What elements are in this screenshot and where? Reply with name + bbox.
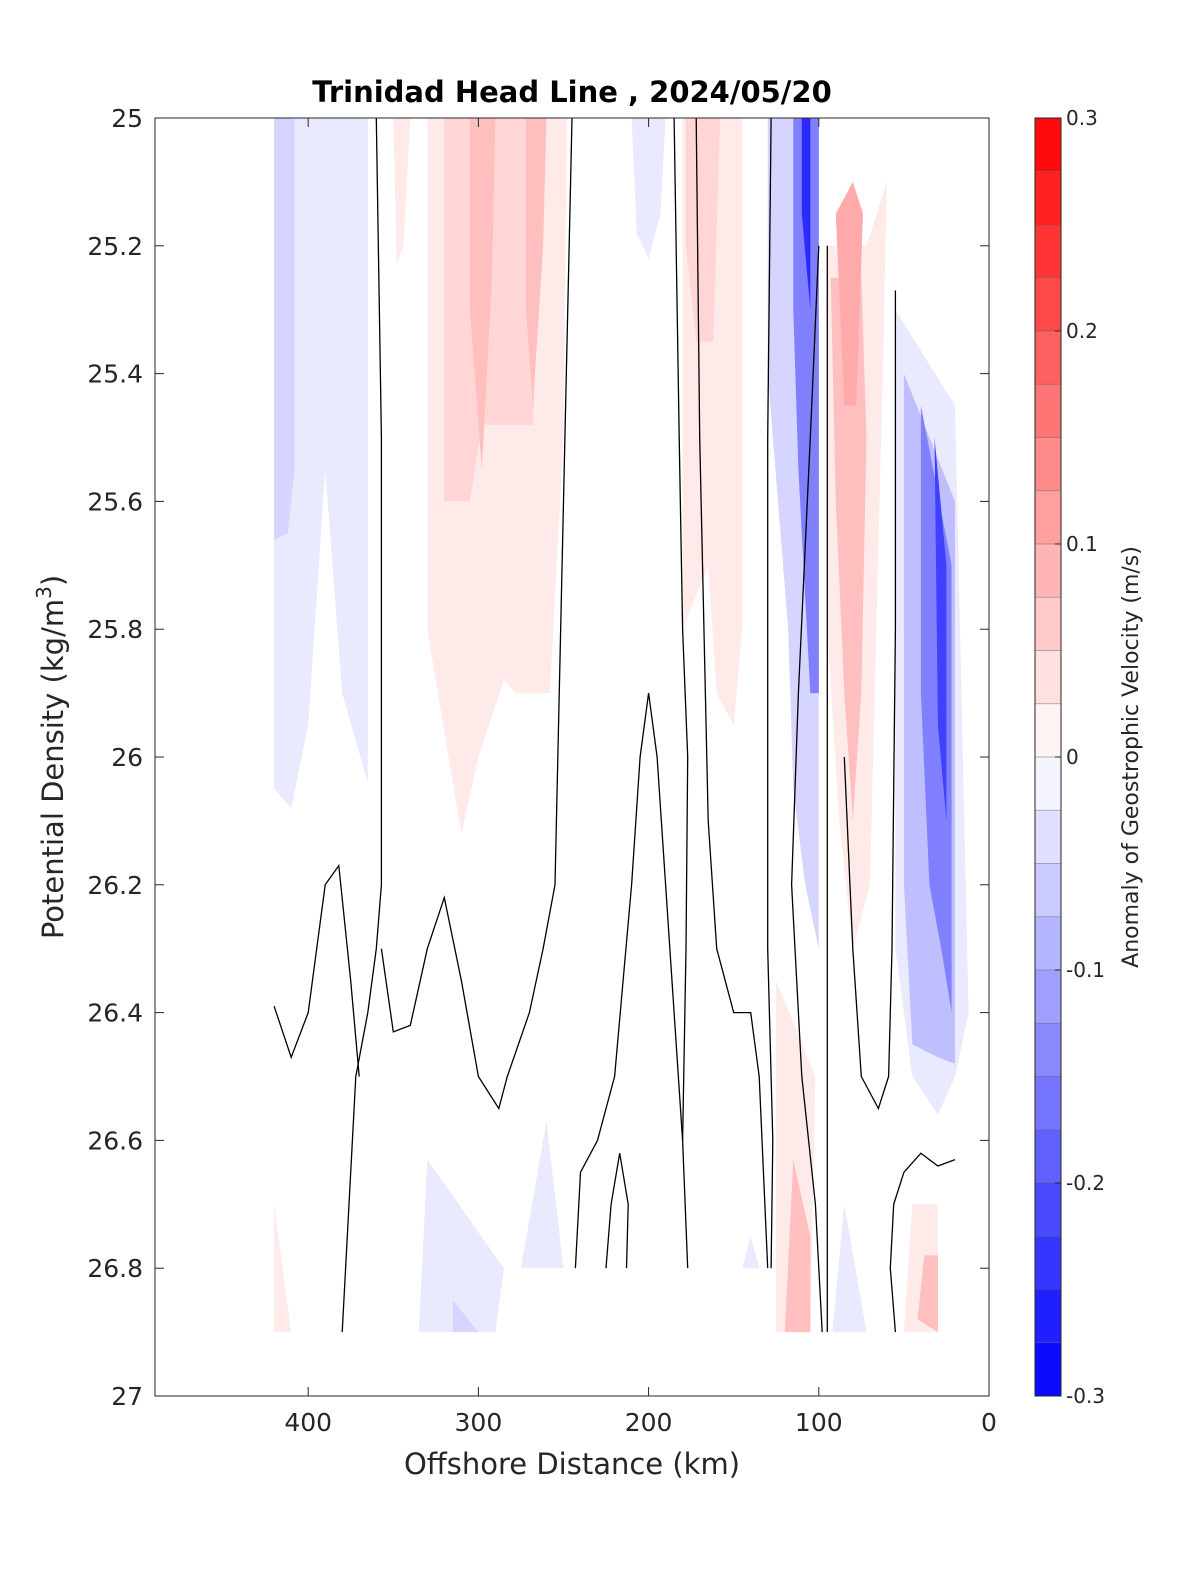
colorbar-segment — [1035, 757, 1061, 811]
colorbar-segment — [1035, 171, 1061, 225]
zero-contour-line — [889, 1152, 956, 1333]
velocity-region — [393, 118, 411, 265]
colorbar-segment — [1035, 118, 1061, 172]
colorbar-segment — [1035, 1183, 1061, 1237]
velocity-region — [469, 118, 496, 470]
colorbar-segment — [1035, 916, 1061, 970]
velocity-region — [742, 1236, 760, 1269]
colorbar: 0.3 0.2 0.1 0 -0.1 -0.2 -0.3 — [1034, 106, 1105, 1408]
colorbar-segment — [1035, 490, 1061, 544]
plot-area — [154, 117, 990, 1397]
zero-contour-line — [695, 117, 769, 1269]
y-tick-label: 25.6 — [87, 487, 143, 516]
colorbar-tick-label: -0.1 — [1066, 958, 1105, 982]
zero-contour-line — [767, 117, 774, 1269]
colorbar-segment — [1035, 1342, 1061, 1396]
colorbar-tick-label: 0.3 — [1066, 106, 1098, 130]
velocity-region — [520, 1121, 564, 1269]
y-tick-label: 25.2 — [87, 232, 143, 261]
y-tick-label: 26.2 — [87, 871, 143, 900]
y-tick-label: 25.4 — [87, 360, 143, 389]
y-axis-label-main: Potential Density (kg/m — [36, 599, 70, 939]
colorbar-tick-label: 0 — [1066, 745, 1079, 769]
velocity-region — [784, 1159, 811, 1333]
velocity-regions — [274, 118, 969, 1333]
velocity-region — [526, 118, 547, 406]
colorbar-segment — [1035, 1023, 1061, 1077]
x-tick-label: 400 — [284, 1408, 332, 1437]
velocity-region — [418, 1159, 504, 1333]
velocity-region — [917, 1255, 938, 1333]
colorbar-tick-label: 0.2 — [1066, 319, 1098, 343]
zero-contour-line — [574, 693, 684, 1269]
colorbar-label: Anomaly of Geostrophic Velocity (m/s) — [1119, 546, 1144, 968]
x-tick-label: 200 — [625, 1408, 673, 1437]
colorbar-segment — [1035, 970, 1061, 1024]
zero-contour-line — [341, 117, 383, 1333]
y-tick-label: 26.8 — [87, 1254, 143, 1283]
velocity-region — [934, 437, 947, 821]
zero-contour-line — [790, 245, 823, 1333]
colorbar-segment — [1035, 863, 1061, 917]
colorbar-segment — [1035, 650, 1061, 704]
colorbar-tick-label: -0.3 — [1066, 1384, 1105, 1408]
velocity-region — [793, 118, 819, 694]
y-tick-label: 26.4 — [87, 999, 143, 1028]
velocity-region — [830, 277, 867, 821]
colorbar-segment — [1035, 224, 1061, 278]
y-axis-label-close: ) — [36, 575, 70, 586]
velocity-region — [444, 118, 544, 502]
velocity-region — [274, 1204, 292, 1333]
x-tick-label: 300 — [455, 1408, 503, 1437]
velocity-region — [631, 118, 666, 259]
velocity-region — [274, 118, 368, 809]
y-tick-label: 27 — [111, 1382, 143, 1411]
colorbar-segment — [1035, 331, 1061, 385]
colorbar-segment — [1035, 1289, 1061, 1343]
x-tick-label: 100 — [795, 1408, 843, 1437]
velocity-region — [832, 1204, 867, 1333]
y-axis-label-superscript: 3 — [32, 586, 56, 599]
zero-contour-line — [605, 1153, 629, 1269]
y-tick-label: 25 — [111, 104, 143, 133]
colorbar-segment — [1035, 810, 1061, 864]
velocity-region — [274, 118, 295, 540]
colorbar-segment — [1035, 437, 1061, 491]
y-tick-label: 25.8 — [87, 615, 143, 644]
colorbar-segment — [1035, 703, 1061, 757]
y-tick-label: 26 — [111, 743, 143, 772]
zero-contour-line — [843, 290, 897, 1111]
colorbar-segment — [1035, 1236, 1061, 1290]
colorbar-tick-label: 0.1 — [1066, 532, 1098, 556]
x-tick-label: 0 — [981, 1408, 997, 1437]
x-axis-label: Offshore Distance (km) — [404, 1447, 740, 1481]
velocity-region — [835, 181, 863, 406]
colorbar-segment — [1035, 597, 1061, 651]
y-axis-label: Potential Density (kg/m3) — [32, 575, 70, 939]
y-axis: 25 25.2 25.4 25.6 25.8 26 26.2 26.4 26.6 26.8 27 — [87, 104, 989, 1411]
colorbar-segment — [1035, 277, 1061, 331]
velocity-region — [452, 1300, 479, 1333]
velocity-region — [686, 118, 721, 342]
colorbar-segment — [1035, 1129, 1061, 1183]
zero-contour-line — [273, 863, 360, 1077]
colorbar-segment — [1035, 544, 1061, 598]
chart-title: Trinidad Head Line , 2024/05/20 — [312, 75, 832, 109]
zero-contour-line — [380, 117, 573, 1111]
colorbar-tick-label: -0.2 — [1066, 1171, 1105, 1195]
colorbar-segment — [1035, 1076, 1061, 1130]
zero-contours — [273, 117, 956, 1333]
colorbar-segment — [1035, 384, 1061, 438]
x-axis: 400 300 200 100 0 — [284, 118, 997, 1437]
velocity-region — [801, 118, 811, 310]
y-tick-label: 26.6 — [87, 1126, 143, 1155]
